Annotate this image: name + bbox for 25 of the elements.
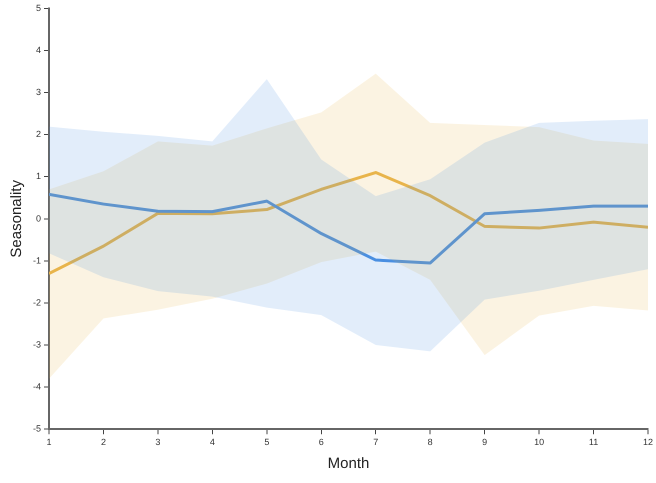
x-tick-label: 9 [482, 437, 488, 448]
y-tick-label: -5 [32, 424, 41, 434]
y-tick-label: -4 [32, 382, 41, 392]
y-tick-label: 2 [36, 129, 41, 140]
x-tick-label: 12 [642, 437, 653, 448]
y-tick-label: -3 [32, 340, 41, 350]
x-tick-label: 5 [264, 437, 270, 448]
x-tick-label: 7 [373, 437, 378, 448]
y-tick-label: -2 [32, 297, 41, 308]
y-tick-label: 5 [36, 2, 41, 13]
x-tick-label: 6 [318, 437, 324, 448]
y-tick-label: -1 [32, 255, 41, 266]
x-tick-label: 2 [100, 437, 106, 448]
x-axis-title: Month [328, 455, 370, 472]
y-axis-title: Seasonality [8, 180, 26, 258]
x-tick-label: 10 [534, 437, 544, 448]
y-tick-label: 4 [36, 44, 41, 55]
y-tick-label: 0 [36, 213, 41, 224]
y-tick-label: 1 [36, 171, 41, 182]
x-tick-label: 8 [428, 437, 433, 448]
x-tick-label: 4 [210, 437, 215, 448]
x-tick-label: 11 [588, 437, 598, 448]
x-tick-label: 1 [46, 437, 52, 448]
x-tick-label: 3 [155, 437, 160, 448]
y-tick-label: 3 [36, 87, 41, 98]
